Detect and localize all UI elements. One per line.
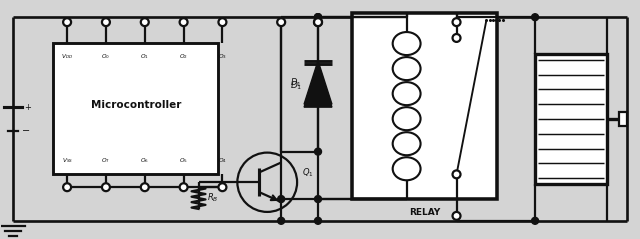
- Text: $V_{SS}$: $V_{SS}$: [61, 156, 73, 165]
- Polygon shape: [304, 64, 332, 107]
- Circle shape: [314, 18, 322, 26]
- Circle shape: [314, 14, 321, 21]
- Text: −: −: [22, 126, 31, 136]
- Circle shape: [218, 18, 227, 26]
- Text: $O_3$: $O_3$: [218, 52, 227, 61]
- Circle shape: [218, 183, 227, 191]
- Text: Microcontroller: Microcontroller: [91, 100, 181, 110]
- FancyBboxPatch shape: [53, 43, 218, 174]
- Circle shape: [532, 14, 538, 21]
- Circle shape: [452, 34, 461, 42]
- Text: $D_1$: $D_1$: [290, 79, 303, 92]
- Circle shape: [314, 217, 321, 224]
- Circle shape: [314, 14, 321, 21]
- Text: $R_B$: $R_B$: [207, 192, 219, 204]
- Text: $O_2$: $O_2$: [179, 52, 188, 61]
- Text: $O_5$: $O_5$: [179, 156, 188, 165]
- Circle shape: [278, 196, 285, 202]
- Text: $O_0$: $O_0$: [101, 52, 111, 61]
- Polygon shape: [304, 61, 332, 104]
- Circle shape: [141, 183, 148, 191]
- Circle shape: [314, 196, 321, 202]
- Text: $Q_1$: $Q_1$: [302, 166, 314, 179]
- Text: RELAY: RELAY: [409, 208, 440, 217]
- Text: $V_{DD}$: $V_{DD}$: [61, 52, 73, 61]
- Circle shape: [102, 183, 110, 191]
- Circle shape: [180, 183, 188, 191]
- Circle shape: [102, 18, 110, 26]
- FancyBboxPatch shape: [619, 112, 627, 126]
- Text: $O_6$: $O_6$: [140, 156, 149, 165]
- Circle shape: [63, 183, 71, 191]
- Circle shape: [452, 170, 461, 178]
- Text: $O_7$: $O_7$: [102, 156, 110, 165]
- Circle shape: [277, 18, 285, 26]
- FancyBboxPatch shape: [535, 54, 607, 184]
- Text: $O_1$: $O_1$: [140, 52, 149, 61]
- Circle shape: [452, 18, 461, 26]
- Circle shape: [532, 217, 538, 224]
- Circle shape: [63, 18, 71, 26]
- Circle shape: [141, 18, 148, 26]
- Text: +: +: [24, 103, 31, 112]
- Text: $D_1$: $D_1$: [290, 76, 301, 89]
- Circle shape: [314, 14, 321, 21]
- Circle shape: [314, 148, 321, 155]
- FancyBboxPatch shape: [352, 13, 497, 199]
- Circle shape: [180, 18, 188, 26]
- Circle shape: [314, 18, 322, 26]
- Circle shape: [452, 212, 461, 220]
- Circle shape: [278, 217, 285, 224]
- Text: $O_4$: $O_4$: [218, 156, 227, 165]
